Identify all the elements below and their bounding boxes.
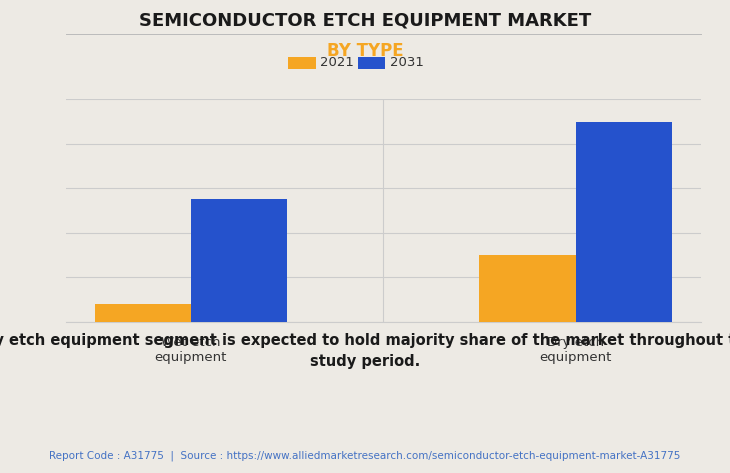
Text: Dry etch equipment segment is expected to hold majority share of the market thro: Dry etch equipment segment is expected t… <box>0 333 730 369</box>
Text: 2021: 2021 <box>320 56 354 69</box>
Text: 2031: 2031 <box>390 56 423 69</box>
Text: SEMICONDUCTOR ETCH EQUIPMENT MARKET: SEMICONDUCTOR ETCH EQUIPMENT MARKET <box>139 12 591 30</box>
Bar <box>95 304 191 322</box>
Bar <box>480 255 576 322</box>
Bar <box>191 199 287 322</box>
Text: BY TYPE: BY TYPE <box>327 42 403 60</box>
Bar <box>576 122 672 322</box>
Text: Report Code : A31775  |  Source : https://www.alliedmarketresearch.com/semicondu: Report Code : A31775 | Source : https://… <box>50 451 680 461</box>
